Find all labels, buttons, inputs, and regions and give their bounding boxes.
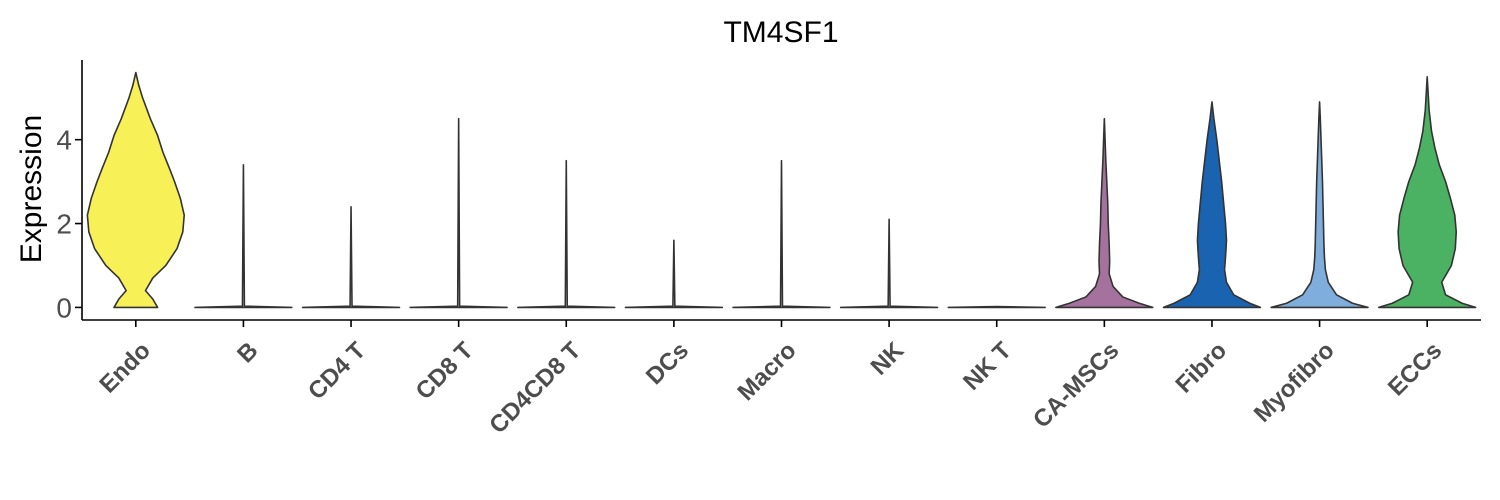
x-tick-label-endo: Endo [94,337,156,399]
x-tick-label-ca-mscs: CA-MSCs [1028,337,1124,433]
violin-macro [732,159,831,309]
violin-eccs [1377,75,1477,309]
violin-dcs [624,239,724,309]
y-tick-label: 4 [56,125,72,156]
x-tick-label-nk-t: NK T [958,337,1017,396]
x-tick-label-macro: Macro [733,337,802,406]
y-tick-label: 0 [56,292,72,323]
x-tick-label-fibro: Fibro [1171,337,1233,399]
x-tick-label-b: B [232,337,263,368]
violin-ca-mscs [1055,117,1154,309]
violin-cd4-t [301,205,401,309]
violin-cd8-t [409,117,508,309]
x-tick-label-eccs: ECCs [1383,337,1447,401]
violin-fibro [1162,101,1262,309]
violin-nk-t [947,305,1046,309]
chart-title: TM4SF1 [723,16,838,49]
y-axis-label: Expression [15,115,48,263]
x-tick-label-nk: NK [866,337,910,381]
violin-nk [839,218,939,309]
x-tick-label-cd4cd8-t: CD4CD8 T [484,337,586,439]
violin-b [194,164,293,309]
x-tick-label-cd4-t: CD4 T [303,337,371,405]
violin-myofibro [1270,101,1369,309]
violin-endo [86,71,186,309]
x-tick-label-myofibro: Myofibro [1249,337,1340,428]
x-tick-label-cd8-t: CD8 T [411,337,479,405]
x-tick-label-dcs: DCs [641,337,694,390]
x-ticks-group: Endo B CD4 T CD8 T CD4CD8 T DCs Macro NK NK T CA-… [94,320,1447,439]
violins-group [86,71,1477,309]
y-ticks-group: 0 2 4 [56,125,82,323]
y-tick-label: 2 [56,209,72,240]
violin-cd4cd8-t [517,159,616,309]
